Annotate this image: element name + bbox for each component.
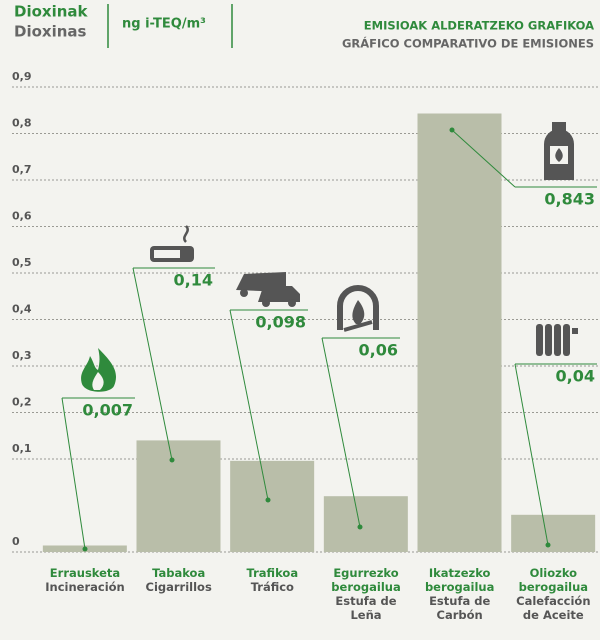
category-es: Estufa de Carbón xyxy=(429,594,491,622)
category-label: Oliozko berogailua Calefacción de Aceite xyxy=(506,566,600,622)
leader-line xyxy=(321,337,361,528)
leader-line xyxy=(61,397,86,550)
category-eu: Tabakoa xyxy=(152,566,206,580)
stove-icon xyxy=(544,122,574,180)
bar xyxy=(323,496,408,552)
leader-line xyxy=(451,129,516,188)
plot: 0 0,1 0,2 0,3 0,4 0,5 0,6 0,7 0,8 0,9 xyxy=(12,70,600,553)
title-es: Dioxinas xyxy=(14,23,87,41)
category-eu: Trafikoa xyxy=(246,566,299,580)
y-tick-label: 0,7 xyxy=(12,163,32,176)
y-tick-label: 0,8 xyxy=(12,117,32,130)
y-tick-label: 0,3 xyxy=(12,349,32,362)
cigarette-icon xyxy=(150,225,194,262)
vehicles-icon xyxy=(236,272,300,307)
category-es: Calefacción de Aceite xyxy=(516,594,591,622)
category-es: Cigarrillos xyxy=(145,580,212,594)
bar xyxy=(417,113,502,552)
y-tick-label: 0,4 xyxy=(12,303,32,316)
leader-line xyxy=(514,363,549,546)
category-eu: Oliozko berogailua xyxy=(518,566,589,594)
value-label: 0,843 xyxy=(544,190,595,209)
leader-dot xyxy=(265,497,271,503)
value-label: 0,06 xyxy=(359,341,398,360)
subtitle-es: GRÁFICO COMPARATIVO DE EMISIONES xyxy=(342,36,594,51)
radiator-icon xyxy=(536,324,578,356)
category-eu: Ikatzezko berogailua xyxy=(424,566,495,594)
labels: 0,007 0,14 0,098 0,06 0,843 0,04 xyxy=(61,127,597,552)
bar xyxy=(230,460,315,552)
category-eu: Errausketa xyxy=(49,566,121,580)
category-es: Tráfico xyxy=(250,580,294,594)
leader-dot xyxy=(82,546,88,552)
category-label: Egurrezko berogailua Estufa de Leña xyxy=(319,566,413,622)
fireplace-icon xyxy=(337,285,379,332)
unit: ng i-TEQ/m³ xyxy=(122,17,206,32)
category-label: Trafikoa Tráfico xyxy=(225,566,319,594)
value-label: 0,04 xyxy=(556,367,595,386)
y-tick-label: 0,2 xyxy=(12,396,32,409)
bar xyxy=(511,514,596,552)
title: Dioxinak xyxy=(14,3,89,21)
category-es: Estufa de Leña xyxy=(335,594,397,622)
leader-dot xyxy=(357,524,363,530)
leader-dot xyxy=(545,542,551,548)
leader-line xyxy=(229,309,269,501)
bar xyxy=(136,440,221,552)
leader-dot xyxy=(169,457,175,463)
y-tick-label: 0,9 xyxy=(12,70,32,83)
category-label: Tabakoa Cigarrillos xyxy=(132,566,226,594)
category-label: Ikatzezko berogailua Estufa de Carbón xyxy=(413,566,507,622)
category-es: Incineración xyxy=(45,580,125,594)
category-eu: Egurrezko berogailua xyxy=(331,566,401,594)
y-tick-label: 0,1 xyxy=(12,442,32,455)
value-label: 0,098 xyxy=(255,313,306,332)
leader-dot xyxy=(449,127,455,133)
flame-icon xyxy=(81,348,117,392)
y-tick-label: 0,5 xyxy=(12,256,32,269)
y-tick-label: 0 xyxy=(12,535,20,548)
subtitle: EMISIOAK ALDERATZEKO GRAFIKOA xyxy=(364,19,594,33)
y-tick-label: 0,6 xyxy=(12,210,32,223)
value-label: 0,007 xyxy=(82,401,133,420)
value-label: 0,14 xyxy=(174,271,213,290)
leader-line xyxy=(132,267,173,461)
category-label: Errausketa Incineración xyxy=(38,566,132,594)
